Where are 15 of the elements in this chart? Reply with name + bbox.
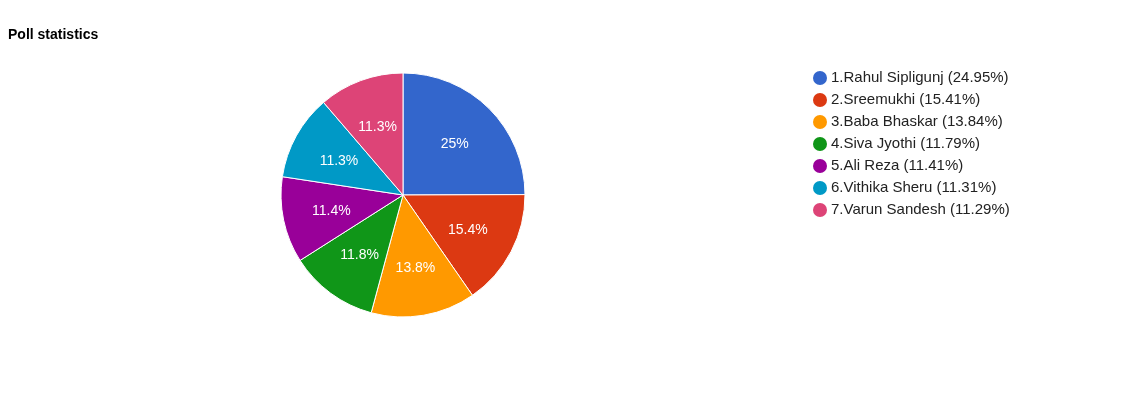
data-label: 25% [440,135,469,152]
data-label: 11.4% [312,202,351,219]
legend-label: 4.Siva Jyothi (11.79%) [831,134,980,151]
data-label: 11.8% [340,245,379,262]
text: Poll statistics [8,26,99,42]
data-label: 11.3% [358,118,397,135]
data-label: 13.8% [395,259,436,276]
data-label: 11.3% [319,151,359,168]
legend-label: 6.Vithika Sheru (11.31%) [831,178,997,195]
legend-label: 7.Varun Sandesh (11.29%) [831,200,1010,217]
legend-label: 3.Baba Bhaskar (13.84%) [831,112,1003,129]
data-label: 15.4% [448,220,488,237]
legend-label: 1.Rahul Sipligunj (24.95%) [831,68,1009,85]
legend-label: 5.Ali Reza (11.41%) [831,156,964,173]
legend-label: 2.Sreemukhi (15.41%) [831,90,981,107]
